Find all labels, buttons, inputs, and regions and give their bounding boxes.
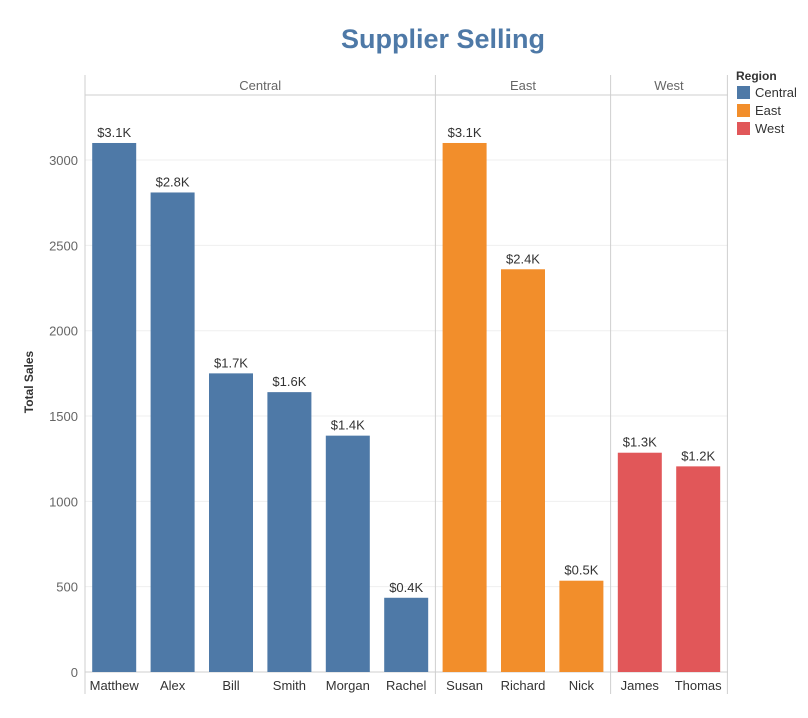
panel-west: West $1.3K James $1.2K Thomas <box>617 78 722 693</box>
bar-smith[interactable] <box>267 392 312 672</box>
panel-header: East <box>510 78 536 93</box>
panel-header: Central <box>239 78 281 93</box>
bar-thomas[interactable] <box>676 466 721 672</box>
category-label: James <box>621 678 660 693</box>
legend: Central East West <box>737 85 797 136</box>
legend-swatch-central[interactable] <box>737 86 750 99</box>
data-label: $1.4K <box>331 418 365 433</box>
bar-matthew[interactable] <box>92 142 137 673</box>
bar-alex[interactable] <box>150 192 195 672</box>
y-tick-label: 2000 <box>49 324 78 339</box>
data-label: $1.6K <box>272 374 306 389</box>
bar-morgan[interactable] <box>325 435 370 672</box>
legend-label: East <box>755 103 781 118</box>
data-label: $2.8K <box>156 174 190 189</box>
chart-title: Supplier Selling <box>341 24 545 54</box>
bar-rachel[interactable] <box>384 597 429 672</box>
legend-title: Region <box>736 69 777 83</box>
y-tick-label: 2500 <box>49 238 78 253</box>
category-label: Bill <box>222 678 239 693</box>
category-label: Rachel <box>386 678 427 693</box>
panel-central: Central $3.1K Matthew $2.8K Alex $1.7K Bill $1.… <box>90 78 429 693</box>
y-tick-label: 500 <box>56 580 78 595</box>
category-label: Susan <box>446 678 483 693</box>
category-label: Smith <box>273 678 306 693</box>
y-axis-ticks: 0 500 1000 1500 2000 2500 3000 <box>49 153 78 680</box>
bar-susan[interactable] <box>442 142 487 673</box>
y-axis-title: Total Sales <box>22 350 36 413</box>
category-label: Morgan <box>326 678 370 693</box>
bar-richard[interactable] <box>501 269 545 672</box>
legend-label: West <box>755 121 785 136</box>
bar-james[interactable] <box>617 452 662 672</box>
bar-nick[interactable] <box>559 580 604 672</box>
data-label: $1.7K <box>214 355 248 370</box>
legend-label: Central <box>755 85 797 100</box>
category-label: Thomas <box>675 678 722 693</box>
panels: Central $3.1K Matthew $2.8K Alex $1.7K Bill $1.… <box>90 78 723 693</box>
category-label: Alex <box>160 678 186 693</box>
data-label: $3.1K <box>448 125 482 140</box>
panel-header: West <box>654 78 684 93</box>
category-label: Nick <box>569 678 595 693</box>
data-label: $3.1K <box>97 125 131 140</box>
legend-swatch-west[interactable] <box>737 122 750 135</box>
legend-swatch-east[interactable] <box>737 104 750 117</box>
y-tick-label: 0 <box>71 665 78 680</box>
data-label: $0.4K <box>389 580 423 595</box>
panel-east: East $3.1K Susan $2.4K Richard $0.5K Nick <box>442 78 604 693</box>
category-label: Matthew <box>90 678 140 693</box>
bar-bill[interactable] <box>209 373 253 672</box>
category-label: Richard <box>501 678 546 693</box>
y-tick-label: 1500 <box>49 409 78 424</box>
y-tick-label: 1000 <box>49 494 78 509</box>
data-label: $0.5K <box>564 563 598 578</box>
data-label: $1.3K <box>623 435 657 450</box>
data-label: $1.2K <box>681 448 715 463</box>
data-label: $2.4K <box>506 251 540 266</box>
y-tick-label: 3000 <box>49 153 78 168</box>
